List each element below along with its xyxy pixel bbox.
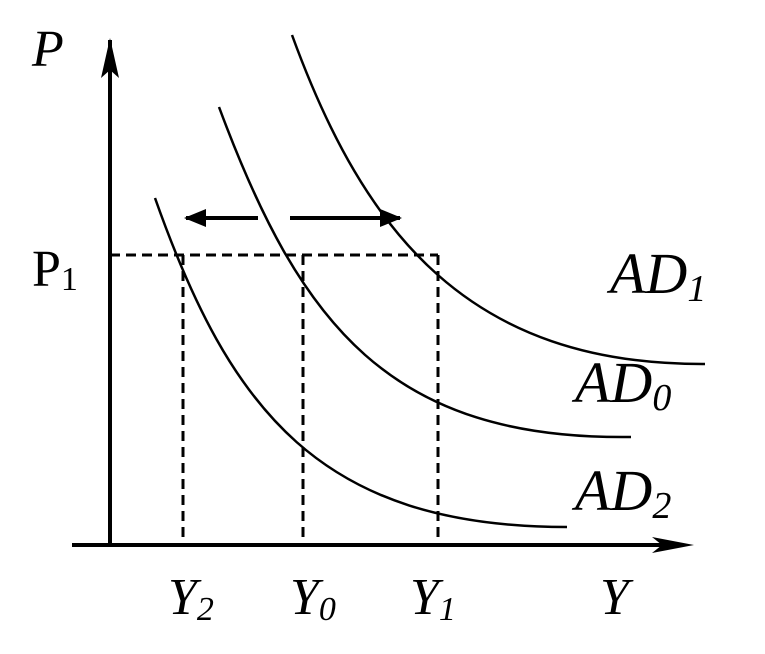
y1-label-subscript: 1 <box>439 591 456 628</box>
y0-label: Y0 <box>290 569 336 628</box>
ad0-curve <box>217 106 632 439</box>
y0-label-base: Y <box>290 569 324 626</box>
ad1-curve <box>290 34 706 366</box>
ad2-label-subscript: 2 <box>652 485 671 527</box>
ad1-label-subscript: 1 <box>687 268 706 310</box>
y0-label-subscript: 0 <box>319 591 336 628</box>
ad1-label: AD1 <box>606 241 706 310</box>
ad0-label-subscript: 0 <box>652 377 671 419</box>
ad2-label-base: AD <box>571 458 652 523</box>
price-level-subscript: 1 <box>61 261 78 298</box>
ad2-label: AD2 <box>571 458 671 527</box>
ad1-label-base: AD <box>606 241 687 306</box>
ad2-curve <box>153 197 568 529</box>
y2-label: Y2 <box>168 569 214 628</box>
ad0-label: AD0 <box>571 350 671 419</box>
ad0-label-base: AD <box>571 350 652 415</box>
y-axis-arrowhead-icon <box>101 38 119 78</box>
price-level-label: P1 <box>32 241 78 298</box>
x-axis-arrowhead-icon <box>652 537 694 553</box>
y2-label-subscript: 2 <box>197 591 214 628</box>
x-axis-label: Y <box>600 569 634 626</box>
y1-label-base: Y <box>410 569 444 626</box>
y2-label-base: Y <box>168 569 202 626</box>
y-axis-label: P <box>31 21 64 78</box>
y1-label: Y1 <box>410 569 456 628</box>
price-level-base: P <box>32 241 61 298</box>
